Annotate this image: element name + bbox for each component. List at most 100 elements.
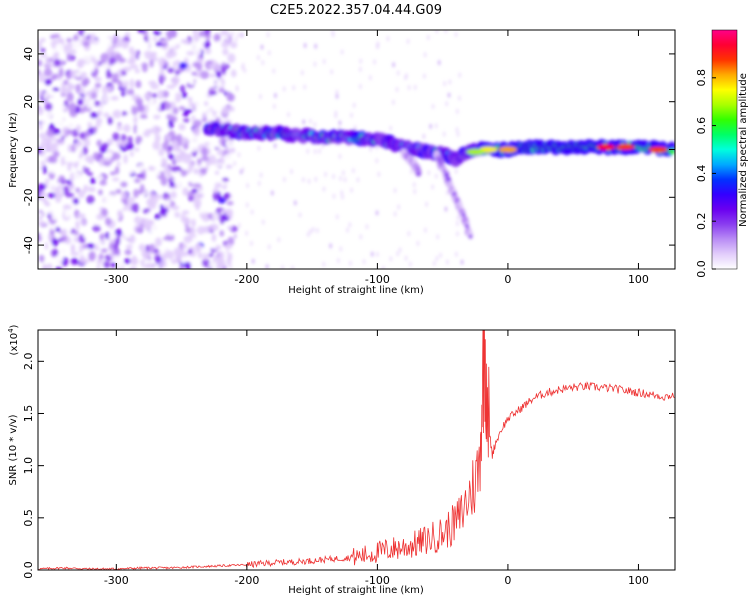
heatmap-cell (266, 32, 270, 38)
heatmap-cell (209, 73, 216, 78)
heatmap-cell (455, 168, 458, 174)
heatmap-cell (89, 216, 98, 224)
heatmap-cell (116, 161, 121, 167)
heatmap-cell (373, 59, 376, 65)
heatmap-cell (265, 264, 269, 269)
heatmap-cell (338, 153, 342, 159)
heatmap-cell (444, 173, 449, 178)
heatmap-cell (104, 196, 111, 206)
heatmap-cell (215, 71, 222, 78)
heatmap-cell (40, 47, 46, 53)
heatmap-cell (195, 192, 204, 199)
heatmap-cell (143, 104, 150, 114)
heatmap-cell (414, 84, 417, 90)
heatmap-cell (83, 95, 90, 101)
heatmap-cell (302, 119, 305, 125)
heatmap-cell (72, 40, 81, 50)
heatmap-cell (456, 108, 459, 114)
heatmap-cell (245, 230, 248, 236)
heatmap-cell (208, 90, 218, 96)
heatmap-cell (221, 35, 230, 40)
heatmap-cell (174, 92, 182, 103)
heatmap-cell (143, 44, 150, 52)
heatmap-cell (227, 53, 236, 64)
heatmap-cell (111, 102, 118, 111)
heatmap-cell (55, 266, 62, 269)
heatmap-cell (55, 194, 62, 203)
heatmap-cell (54, 233, 63, 239)
heatmap-cell (70, 257, 79, 265)
snr-line-layer (38, 330, 675, 570)
heatmap-cell (148, 97, 154, 106)
heatmap-cell (102, 94, 111, 104)
heatmap-cell (228, 116, 233, 121)
heatmap-cell (79, 132, 85, 139)
heatmap-cell (46, 108, 53, 118)
heatmap-cell (234, 37, 238, 43)
colorbar-tick-label: 0.0 (695, 260, 708, 278)
heatmap-cell (123, 154, 128, 164)
heatmap-cell (219, 229, 225, 237)
heatmap-cell (220, 30, 229, 37)
heatmap-cell (149, 196, 158, 206)
heatmap-cell (123, 229, 132, 239)
heatmap-cell (92, 152, 99, 161)
heatmap-cell (324, 171, 327, 177)
heatmap-cell (225, 38, 232, 43)
heatmap-cell (73, 162, 79, 169)
heatmap-cell (44, 242, 49, 250)
heatmap-cell (226, 91, 230, 97)
heatmap-cell (303, 84, 306, 90)
heatmap-cell (214, 170, 220, 175)
heatmap-cell (160, 39, 168, 44)
heatmap-cell (59, 209, 64, 214)
heatmap-cell (204, 30, 211, 36)
heatmap-cell (201, 92, 208, 99)
heatmap-cell (127, 196, 136, 203)
heatmap-cell (127, 94, 133, 103)
colorbar-tick-label: 0.4 (695, 165, 708, 183)
snr-series-line (38, 330, 675, 570)
heatmap-cell (152, 30, 162, 36)
heatmap-cell (241, 167, 245, 173)
heatmap-cell (127, 88, 135, 96)
heatmap-cell (277, 237, 281, 243)
y-tick-label: 0 (22, 146, 35, 153)
heatmap-cell (137, 189, 143, 195)
heatmap-cell (135, 254, 144, 259)
heatmap-cell (143, 93, 152, 99)
heatmap-cell (165, 30, 170, 37)
heatmap-cell (52, 248, 59, 257)
heatmap-cell (273, 143, 277, 149)
heatmap-cell (456, 215, 460, 221)
heatmap-cell (135, 80, 142, 89)
heatmap-cell (58, 67, 64, 78)
heatmap-cell (143, 149, 153, 155)
heatmap-cell (162, 112, 167, 123)
heatmap-cell (54, 133, 63, 140)
heatmap-cell (375, 144, 379, 150)
colorbar-ticks: 0.0 0.2 0.4 0.6 0.8 (695, 69, 716, 278)
x-tick-label: -200 (234, 273, 259, 286)
heatmap-cell (155, 194, 164, 200)
heatmap-cell (397, 204, 400, 210)
heatmap-cell (204, 34, 212, 39)
heatmap-cell (109, 65, 117, 74)
heatmap-cell (199, 167, 208, 173)
heatmap-cell (176, 31, 184, 37)
heatmap-cell (458, 72, 461, 78)
heatmap-cell (198, 30, 206, 38)
heatmap-cell (121, 75, 127, 83)
colorbar-tick-label: 0.2 (695, 212, 708, 230)
heatmap-cell (103, 112, 110, 118)
heatmap-cell (202, 79, 211, 89)
heatmap-cell (112, 132, 120, 141)
heatmap-cell (393, 188, 397, 194)
heatmap-cell (149, 58, 155, 68)
heatmap-cell (245, 202, 249, 208)
heatmap-cell (212, 191, 217, 202)
heatmap-cell (223, 193, 230, 200)
x-tick-label: 100 (628, 273, 649, 286)
heatmap-cell (454, 32, 458, 38)
